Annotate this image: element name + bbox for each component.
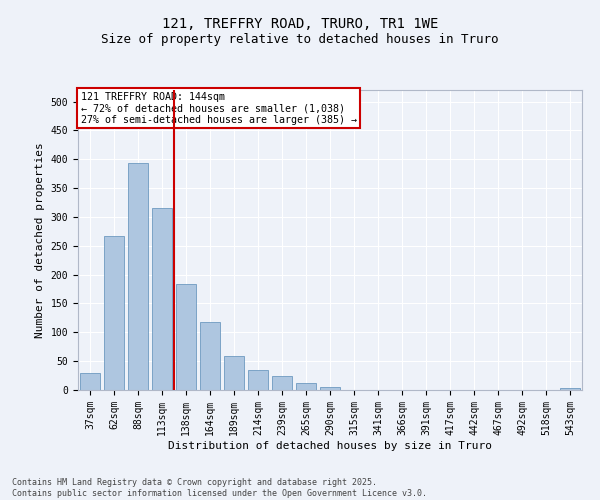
- Bar: [200, 322, 220, 390]
- Bar: [224, 356, 244, 390]
- Bar: [152, 208, 172, 390]
- Bar: [248, 370, 268, 390]
- Y-axis label: Number of detached properties: Number of detached properties: [35, 142, 45, 338]
- Bar: [560, 388, 580, 390]
- Text: 121 TREFFRY ROAD: 144sqm
← 72% of detached houses are smaller (1,038)
27% of sem: 121 TREFFRY ROAD: 144sqm ← 72% of detach…: [80, 92, 356, 124]
- X-axis label: Distribution of detached houses by size in Truro: Distribution of detached houses by size …: [168, 440, 492, 450]
- Bar: [104, 236, 124, 390]
- Bar: [272, 376, 292, 390]
- Bar: [320, 386, 340, 390]
- Text: 121, TREFFRY ROAD, TRURO, TR1 1WE: 121, TREFFRY ROAD, TRURO, TR1 1WE: [162, 18, 438, 32]
- Bar: [296, 382, 316, 390]
- Bar: [176, 284, 196, 390]
- Bar: [128, 164, 148, 390]
- Bar: [80, 372, 100, 390]
- Text: Size of property relative to detached houses in Truro: Size of property relative to detached ho…: [101, 32, 499, 46]
- Text: Contains HM Land Registry data © Crown copyright and database right 2025.
Contai: Contains HM Land Registry data © Crown c…: [12, 478, 427, 498]
